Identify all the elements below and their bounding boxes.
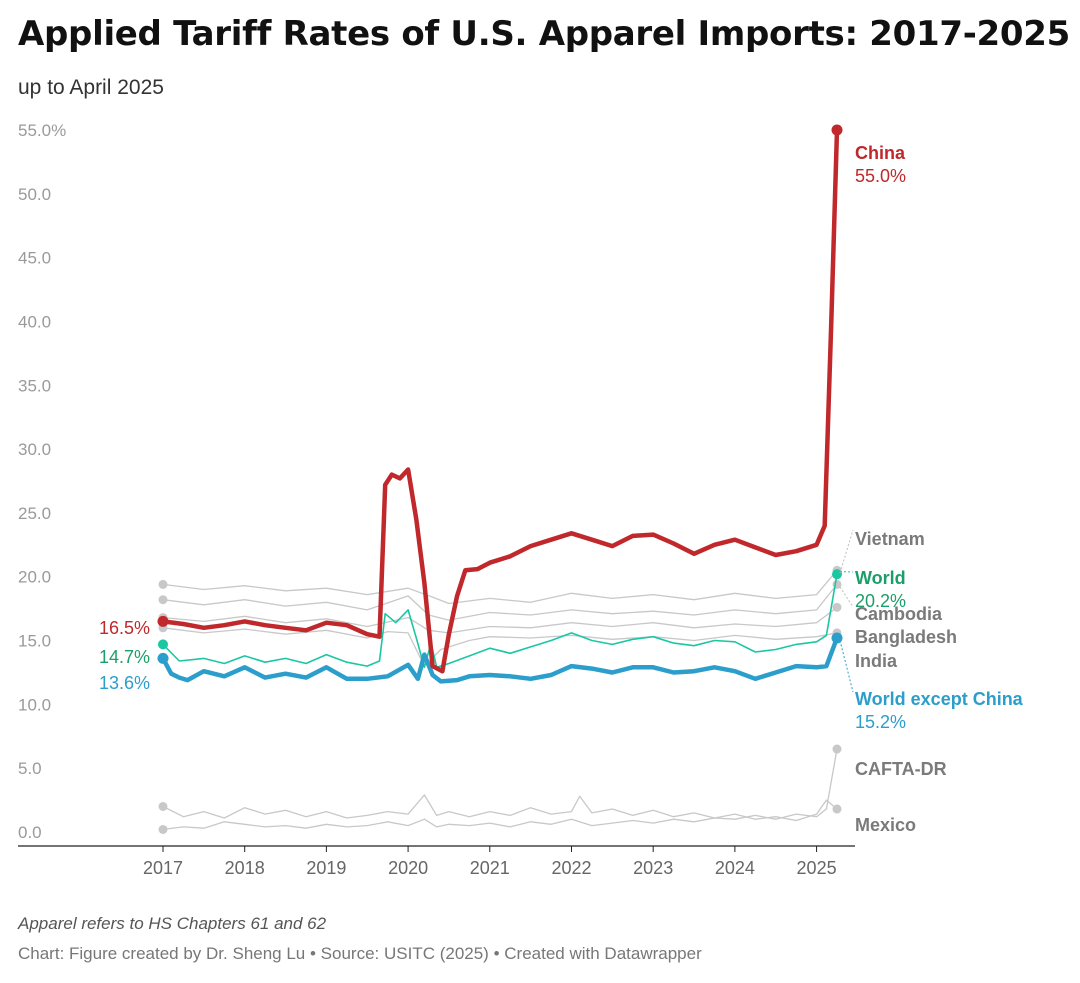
y-tick-label: 5.0 [18,759,42,778]
series-end-dot-mexico [832,804,842,814]
credit-separator-1: • [305,944,321,963]
y-axis: 0.0 5.0 10.0 15.0 20.0 25.0 30.0 35.0 40.0 45.0 50… [18,121,66,842]
series-end-dot-cafta-dr [832,744,842,754]
y-tick-label: 35.0 [18,376,51,395]
series-end-value-world-except-china: 15.2% [855,712,906,732]
x-tick-label: 2025 [797,858,837,878]
series-layer [157,124,843,834]
series-start-dot-cambodia [158,595,168,605]
series-label-world-except-china: World except China [855,689,1024,709]
series-start-value-china: 16.5% [99,618,150,638]
line-chart: 0.0 5.0 10.0 15.0 20.0 25.0 30.0 35.0 40.0 45.0 50… [18,121,1024,878]
series-start-dot-world-except-china [157,652,169,664]
label-layer: China 55.0% Vietnam World 20.2%Cambodia Bangl… [99,143,1024,835]
series-end-value-china: 55.0% [855,166,906,186]
series-label-cambodia: Cambodia [855,604,943,624]
credit-chart: Chart: Figure created by Dr. Sheng Lu [18,944,306,963]
series-line-mexico [162,794,838,822]
series-label-mexico: Mexico [855,815,916,835]
series-end-dot-world-except-china [831,632,843,644]
y-tick-label: 55.0% [18,121,66,140]
y-tick-label: 0.0 [18,823,42,842]
y-tick-label: 15.0 [18,632,51,651]
series-start-dot-world [158,639,168,650]
series-label-india: India [855,651,898,671]
series-start-dot-vietnam [158,579,168,589]
series-start-dot-china [157,615,169,627]
x-tick-label: 2018 [225,858,265,878]
credit-source: Source: USITC (2025) [320,944,489,963]
chart-note: Apparel refers to HS Chapters 61 and 62 [18,914,327,933]
x-tick-label: 2020 [388,858,428,878]
series-line-vietnam [162,569,838,605]
x-tick-label: 2019 [306,858,346,878]
series-label-cafta-dr: CAFTA-DR [855,759,947,779]
chart-subtitle: up to April 2025 [18,76,164,99]
series-end-value-world: 20.2% [855,591,906,611]
series-end-dot-china [831,124,843,136]
series-label-vietnam: Vietnam [855,529,925,549]
y-tick-label: 25.0 [18,504,51,523]
series-line-india [162,627,838,667]
y-tick-label: 45.0 [18,249,51,268]
leader-line-vietnam [839,529,854,574]
series-start-value-world-except-china: 13.6% [99,673,150,693]
series-start-value-world: 14.7% [99,647,150,667]
series-line-cafta-dr [162,748,838,831]
chart-credits: Chart: Figure created by Dr. Sheng Lu • … [18,944,702,964]
y-tick-label: 20.0 [18,568,51,587]
credit-tool: Created with Datawrapper [504,944,702,963]
series-start-dot-cafta-dr [158,824,168,834]
x-tick-label: 2022 [551,858,591,878]
credit-separator-2: • [488,944,505,963]
series-label-bangladesh: Bangladesh [855,627,957,647]
y-tick-label: 30.0 [18,440,51,459]
series-label-world: World [855,568,906,588]
x-tick-label: 2024 [715,858,755,878]
series-line-world-except-china [160,635,840,684]
x-tick-label: 2021 [470,858,510,878]
y-tick-label: 40.0 [18,312,51,331]
y-tick-label: 50.0 [18,185,51,204]
leader-line-world-except-china [839,640,854,693]
series-line-cambodia [162,583,838,621]
series-line-world [162,573,838,669]
x-axis: 2017 2018 2019 2020 2021 2022 2023 2024 2025 [18,845,855,878]
x-tick-label: 2023 [633,858,673,878]
y-tick-label: 10.0 [18,695,51,714]
series-end-dot-world [832,569,842,580]
series-label-china: China [855,143,906,163]
series-line-china [160,127,840,674]
series-start-dot-mexico [158,801,168,811]
series-end-dot-bangladesh [832,602,842,612]
chart-title: Applied Tariff Rates of U.S. Apparel Imp… [18,14,1070,54]
series-line-bangladesh [162,606,838,634]
x-tick-label: 2017 [143,858,183,878]
leader-line-cambodia [839,586,854,608]
